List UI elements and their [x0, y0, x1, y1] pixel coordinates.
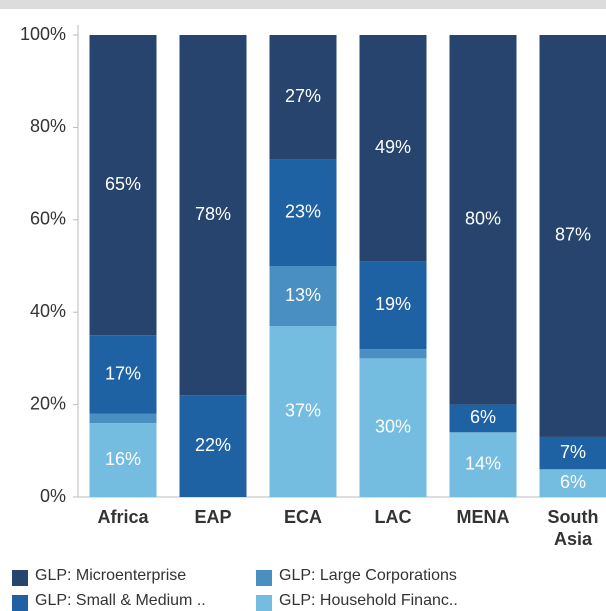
bar-segment: [269, 266, 337, 327]
value-label: 13%: [285, 285, 321, 305]
bar-segment: [269, 326, 337, 497]
value-label: 7%: [560, 442, 586, 462]
value-label: 16%: [105, 449, 141, 469]
y-tick-label: 80%: [30, 116, 66, 136]
value-label: 14%: [465, 453, 501, 473]
bar-segment: [359, 349, 427, 359]
value-label: 22%: [195, 435, 231, 455]
bar-segment: [539, 35, 606, 437]
bar-segment: [89, 413, 157, 424]
bar-segment: [359, 358, 427, 497]
legend-label: GLP: Small & Medium ..: [35, 592, 206, 609]
bar-segment: [359, 35, 427, 262]
x-tick-label: MENA: [456, 507, 510, 527]
legend-label: GLP: Household Financ..: [279, 592, 458, 609]
value-label: 65%: [105, 174, 141, 194]
value-label: 49%: [375, 137, 411, 157]
legend-label: GLP: Large Corporations: [279, 567, 457, 584]
x-tick-label: LAC: [374, 507, 412, 527]
value-label: 78%: [195, 204, 231, 224]
value-label: 6%: [470, 407, 496, 427]
legend-label: GLP: Microenterprise: [35, 567, 187, 584]
y-tick-label: 100%: [20, 24, 66, 44]
y-tick-label: 60%: [30, 209, 66, 229]
x-tick-label: Africa: [97, 507, 149, 527]
legend-swatch: [12, 595, 28, 611]
y-tick-label: 20%: [30, 393, 66, 413]
bar-segment: [89, 35, 157, 336]
bar-segment: [359, 261, 427, 350]
value-label: 6%: [560, 472, 586, 492]
value-label: 19%: [375, 294, 411, 314]
bar-segment: [89, 335, 157, 414]
value-label: 23%: [285, 202, 321, 222]
bar-segment: [179, 395, 247, 497]
value-label: 87%: [555, 225, 591, 245]
bar-segment: [449, 404, 517, 433]
bar-segment: [269, 35, 337, 160]
x-tick-label: South Asia: [547, 507, 599, 549]
bar-segment: [539, 469, 606, 497]
bar-segment: [449, 35, 517, 405]
value-label: 30%: [375, 416, 411, 436]
bar-segment: [89, 423, 157, 497]
bar-segment: [449, 432, 517, 497]
value-label: 17%: [105, 363, 141, 383]
value-label: 80%: [465, 209, 501, 229]
y-tick-label: 40%: [30, 301, 66, 321]
x-tick-label: ECA: [283, 507, 322, 527]
value-label: 27%: [285, 86, 321, 106]
y-tick-label: 0%: [40, 486, 66, 506]
x-tick-label: EAP: [194, 507, 232, 527]
bar-segment: [539, 436, 606, 470]
legend-swatch: [256, 595, 272, 611]
value-label: 37%: [285, 400, 321, 420]
bar-segment: [179, 35, 247, 396]
legend-swatch: [256, 570, 272, 586]
bar-segment: [269, 159, 337, 266]
legend-swatch: [12, 570, 28, 586]
title-band: [0, 0, 606, 9]
